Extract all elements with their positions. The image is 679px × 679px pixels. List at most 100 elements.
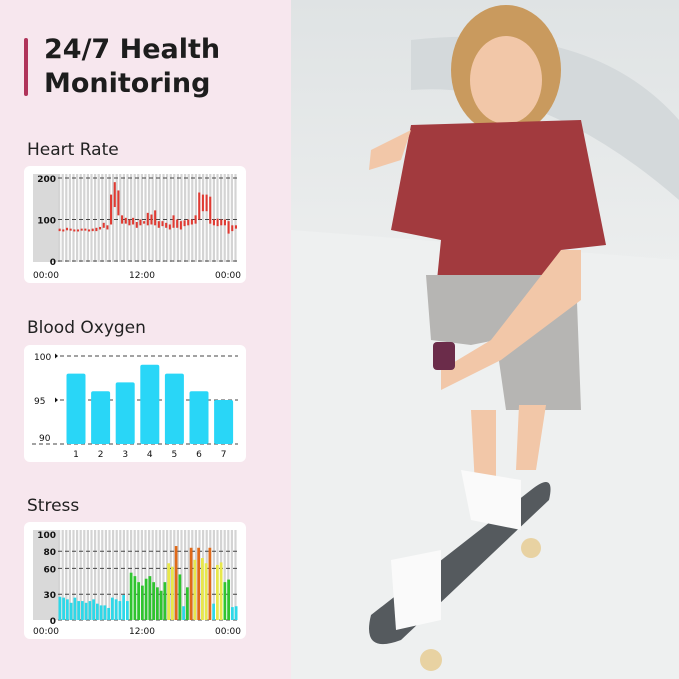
heart-rate-bar (198, 192, 201, 220)
blood-oxygen-bar (214, 400, 234, 444)
stress-bar (204, 563, 208, 620)
tick-arrow (55, 397, 58, 403)
background-stripe (101, 530, 104, 620)
background-stripe (144, 530, 147, 620)
stress-bar (111, 597, 114, 620)
stress-bar (208, 547, 212, 620)
heart-rate-label: Heart Rate (27, 140, 119, 160)
stress-card: 100 80 60 30 0 00:00 12:00 00:00 (24, 522, 246, 639)
heart-rate-bar (80, 228, 83, 231)
background-stripe (176, 174, 179, 262)
y-tick-label: 100 (37, 217, 56, 227)
background-stripe (61, 174, 64, 262)
heart-rate-bar (124, 217, 127, 224)
stress-bar (118, 601, 122, 620)
background-stripe (166, 530, 169, 620)
background-stripe (137, 530, 140, 620)
background-stripe (176, 530, 179, 620)
background-stripe (151, 530, 154, 620)
skateboarder-photo (291, 0, 679, 679)
heart-rate-bar (62, 229, 65, 232)
x-tick-label: 12:00 (129, 271, 155, 281)
x-tick-label: 7 (221, 450, 227, 460)
stress-bar (129, 572, 133, 620)
heart-rate-bar (73, 229, 76, 232)
stress-bar (114, 599, 118, 620)
background-stripe (76, 174, 79, 262)
background-stripe (184, 530, 187, 620)
background-stripe (108, 530, 111, 620)
heart-rate-bar (176, 219, 179, 228)
stress-bar (88, 601, 92, 620)
background-stripe (65, 530, 68, 620)
background-stripe (119, 530, 122, 620)
heart-rate-bar (168, 224, 171, 230)
left-panel: 24/7 Health Monitoring Heart Rate 200 100… (0, 0, 291, 679)
stress-bar (201, 558, 204, 620)
heart-rate-bar (165, 222, 168, 228)
stress-bar (159, 590, 163, 620)
heart-rate-bar (102, 222, 105, 228)
background-stripe (227, 174, 230, 262)
background-stripe (169, 530, 172, 620)
background-stripe (90, 174, 93, 262)
background-stripe (112, 174, 115, 262)
stress-bar (212, 603, 215, 620)
background-stripe (58, 530, 61, 620)
background-stripe (158, 174, 161, 262)
background-stripe (212, 530, 215, 620)
background-stripe (58, 174, 61, 262)
background-stripe (130, 174, 133, 262)
background-stripe (83, 174, 86, 262)
stress-bar (152, 582, 155, 620)
background-stripe (155, 530, 158, 620)
stress-bar (193, 559, 197, 620)
background-stripe (227, 530, 230, 620)
background-stripe (169, 174, 172, 262)
background-stripe (140, 530, 143, 620)
y-tick-label: 60 (43, 565, 56, 575)
background-stripe (104, 530, 107, 620)
background-stripe (97, 530, 100, 620)
background-stripe (180, 530, 183, 620)
heart-rate-bar (135, 221, 138, 228)
heart-rate-bar (146, 212, 149, 226)
heart-rate-chart: 200 100 0 00:00 12:00 00:00 (33, 174, 241, 281)
heart-rate-bar (110, 194, 113, 225)
stress-bar (227, 579, 230, 620)
heart-rate-bar (172, 215, 175, 228)
stress-bar (148, 576, 152, 620)
background-stripe (76, 530, 79, 620)
heart-rate-bar (117, 190, 120, 216)
background-stripe (234, 530, 237, 620)
stress-bar (66, 599, 69, 620)
gray-band (33, 174, 58, 262)
heart-rate-bar (183, 220, 186, 227)
y-tick-label: 0 (50, 617, 56, 627)
heart-rate-bar (194, 215, 197, 224)
heart-rate-bar (143, 221, 146, 224)
heart-rate-bar (201, 194, 204, 212)
background-stripe (133, 174, 136, 262)
stress-bar (81, 601, 84, 620)
heart-rate-bar (132, 217, 135, 225)
x-tick-label: 4 (147, 450, 153, 460)
x-tick-label: 00:00 (215, 627, 241, 637)
heart-rate-bar (161, 221, 164, 227)
background-stripe (230, 174, 233, 262)
background-stripe (133, 530, 136, 620)
x-tick-label: 3 (122, 450, 128, 460)
background-stripe (94, 174, 97, 262)
x-tick-label: 12:00 (129, 627, 155, 637)
blood-oxygen-bar (140, 364, 160, 444)
heart-rate-bar (76, 229, 80, 232)
background-stripe (144, 174, 147, 262)
background-stripe (101, 174, 104, 262)
background-stripe (223, 174, 226, 262)
y-tick-label: 100 (34, 353, 51, 363)
background-stripe (191, 174, 194, 262)
heart-rate-bar (205, 194, 208, 212)
y-tick-label: 30 (43, 591, 56, 601)
background-stripe (68, 174, 71, 262)
stress-bar (156, 587, 159, 620)
